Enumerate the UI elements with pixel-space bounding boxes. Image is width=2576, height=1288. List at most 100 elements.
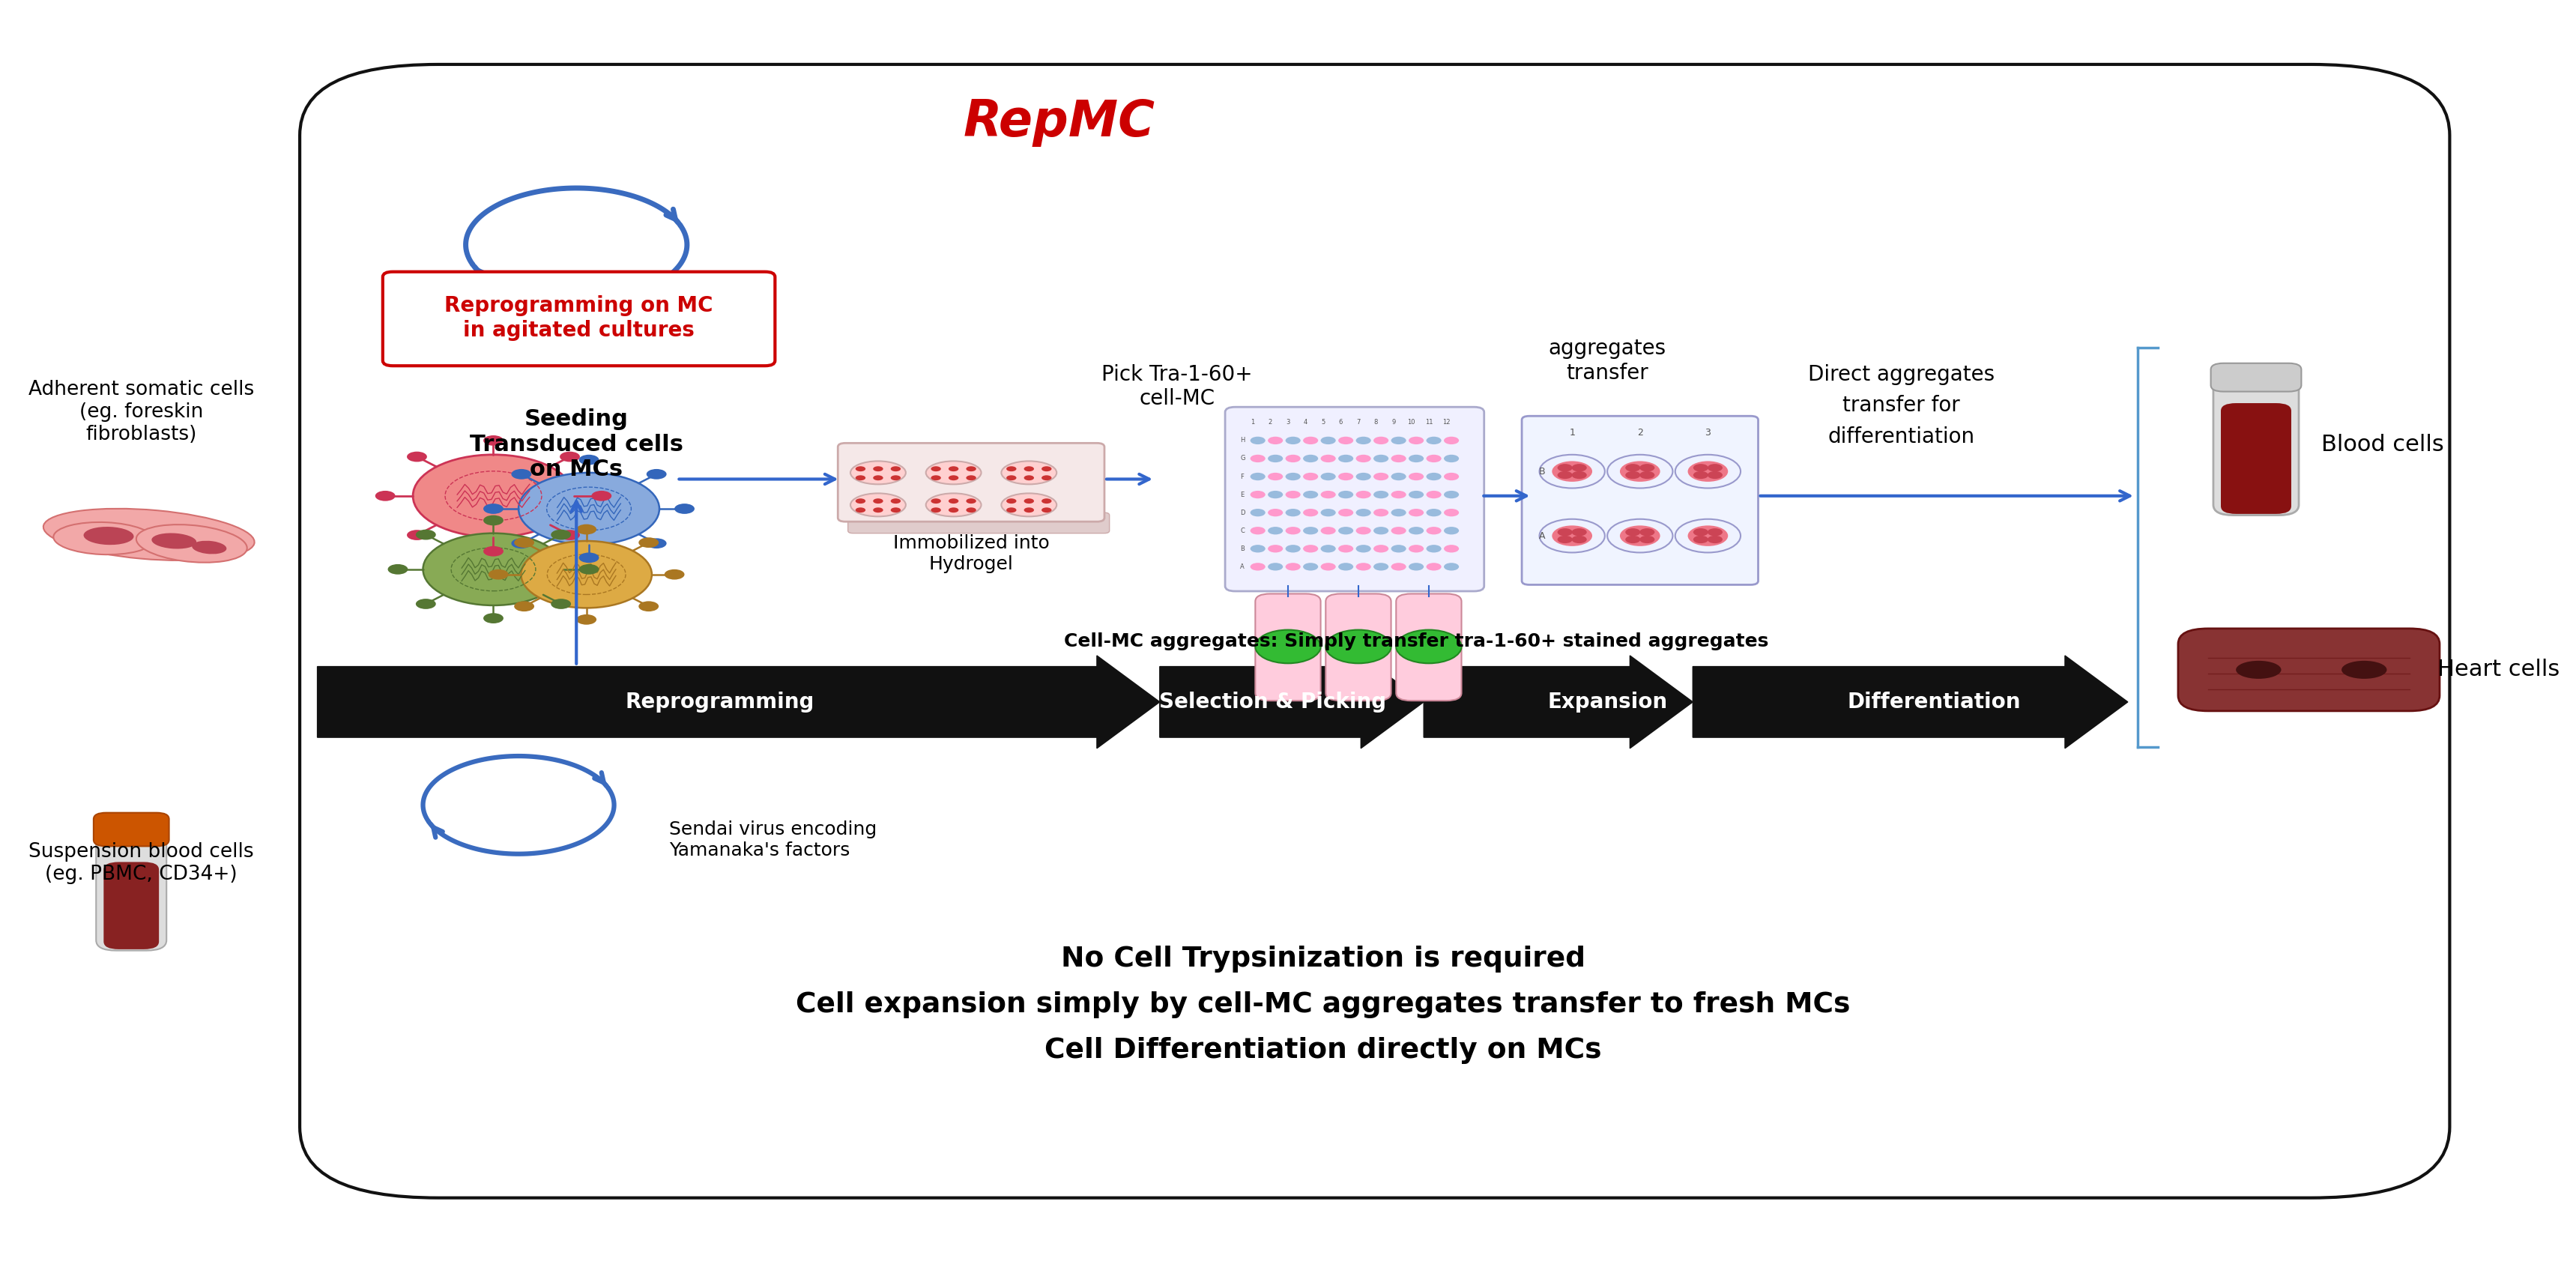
Text: Suspension blood cells
(eg. PBMC, CD34+): Suspension blood cells (eg. PBMC, CD34+) — [28, 842, 255, 884]
Circle shape — [1540, 519, 1605, 553]
Circle shape — [948, 475, 958, 480]
FancyBboxPatch shape — [1396, 594, 1461, 701]
Circle shape — [1687, 526, 1728, 546]
Circle shape — [1007, 475, 1018, 480]
Circle shape — [415, 599, 435, 609]
Circle shape — [1708, 464, 1723, 471]
Circle shape — [1321, 491, 1337, 498]
Circle shape — [1249, 563, 1265, 571]
Circle shape — [1445, 437, 1458, 444]
Text: G: G — [1239, 455, 1244, 462]
Text: 2: 2 — [1638, 428, 1643, 438]
Circle shape — [592, 491, 611, 501]
Circle shape — [1340, 527, 1352, 535]
Ellipse shape — [54, 522, 155, 555]
FancyBboxPatch shape — [1522, 416, 1759, 585]
Circle shape — [1285, 455, 1301, 462]
Circle shape — [1391, 563, 1406, 571]
Text: Reprogramming: Reprogramming — [626, 692, 814, 712]
Circle shape — [639, 601, 659, 612]
Text: H: H — [1239, 437, 1244, 444]
Circle shape — [891, 466, 902, 471]
Text: 3: 3 — [1285, 419, 1291, 426]
Circle shape — [1285, 545, 1301, 553]
Circle shape — [1285, 473, 1301, 480]
Circle shape — [855, 507, 866, 513]
Circle shape — [966, 466, 976, 471]
Circle shape — [1540, 455, 1605, 488]
FancyBboxPatch shape — [2221, 403, 2290, 514]
Circle shape — [1303, 491, 1319, 498]
Circle shape — [1708, 471, 1723, 479]
Circle shape — [1427, 473, 1443, 480]
Circle shape — [1391, 509, 1406, 516]
Circle shape — [1249, 509, 1265, 516]
Text: 1: 1 — [1252, 419, 1255, 426]
Circle shape — [1638, 464, 1654, 471]
Circle shape — [1427, 509, 1443, 516]
Text: Reprogramming on MC
in agitated cultures: Reprogramming on MC in agitated cultures — [446, 295, 714, 341]
Circle shape — [1340, 509, 1352, 516]
Circle shape — [1041, 475, 1051, 480]
Polygon shape — [1159, 656, 1425, 748]
Circle shape — [484, 515, 502, 526]
Circle shape — [855, 475, 866, 480]
Circle shape — [1355, 473, 1370, 480]
Circle shape — [1409, 473, 1425, 480]
Circle shape — [1340, 563, 1352, 571]
Circle shape — [376, 491, 394, 501]
Text: A: A — [1538, 531, 1546, 541]
Circle shape — [1373, 455, 1388, 462]
Circle shape — [389, 564, 407, 574]
Circle shape — [1285, 563, 1301, 571]
Circle shape — [1340, 455, 1352, 462]
Circle shape — [1321, 509, 1337, 516]
Circle shape — [665, 569, 685, 580]
Circle shape — [1558, 464, 1571, 471]
Circle shape — [1445, 527, 1458, 535]
FancyBboxPatch shape — [1255, 594, 1321, 701]
Circle shape — [1391, 455, 1406, 462]
Circle shape — [1607, 519, 1672, 553]
Circle shape — [639, 537, 659, 547]
Circle shape — [675, 504, 696, 514]
Text: 1: 1 — [1569, 428, 1574, 438]
Circle shape — [1571, 464, 1587, 471]
Circle shape — [873, 498, 884, 504]
FancyBboxPatch shape — [1226, 407, 1484, 591]
Circle shape — [930, 507, 940, 513]
Text: aggregates
transfer: aggregates transfer — [1548, 337, 1667, 384]
Circle shape — [1620, 461, 1659, 482]
Circle shape — [1445, 455, 1458, 462]
Text: RepMC: RepMC — [963, 98, 1154, 147]
Circle shape — [1674, 519, 1741, 553]
Circle shape — [1355, 437, 1370, 444]
Text: Cell-MC aggregates: Simply transfer tra-1-60+ stained aggregates: Cell-MC aggregates: Simply transfer tra-… — [1064, 632, 1770, 650]
Text: 10: 10 — [1406, 419, 1414, 426]
Circle shape — [515, 601, 533, 612]
Circle shape — [1321, 473, 1337, 480]
Circle shape — [1023, 498, 1033, 504]
Ellipse shape — [850, 493, 907, 516]
Circle shape — [1373, 545, 1388, 553]
Circle shape — [1638, 528, 1654, 536]
Circle shape — [1625, 471, 1641, 479]
Text: 3: 3 — [1705, 428, 1710, 438]
Text: D: D — [1239, 509, 1244, 516]
Circle shape — [1355, 455, 1370, 462]
Circle shape — [647, 469, 667, 479]
Text: 11: 11 — [1425, 419, 1432, 426]
Circle shape — [1303, 545, 1319, 553]
Text: 9: 9 — [1391, 419, 1396, 426]
Circle shape — [1267, 563, 1283, 571]
Circle shape — [1391, 437, 1406, 444]
Circle shape — [518, 473, 659, 545]
Circle shape — [407, 452, 428, 462]
Text: Pick Tra-1-60+
cell-MC: Pick Tra-1-60+ cell-MC — [1103, 363, 1252, 410]
Circle shape — [966, 498, 976, 504]
Text: Adherent somatic cells
(eg. foreskin
fibroblasts): Adherent somatic cells (eg. foreskin fib… — [28, 380, 255, 444]
Polygon shape — [1692, 656, 2128, 748]
FancyBboxPatch shape — [93, 813, 170, 846]
Circle shape — [1692, 536, 1708, 544]
Circle shape — [930, 466, 940, 471]
